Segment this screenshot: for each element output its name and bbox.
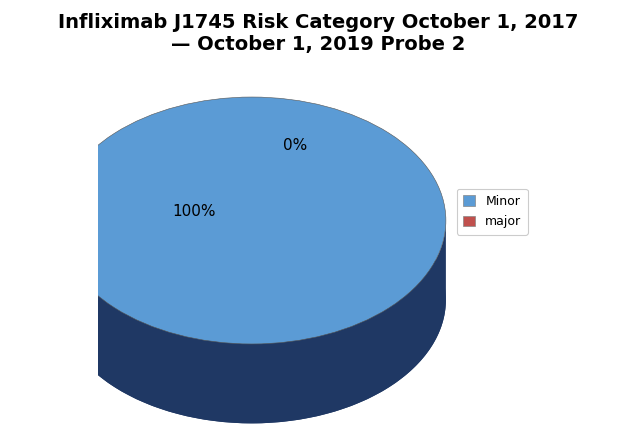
Polygon shape bbox=[58, 220, 446, 423]
Ellipse shape bbox=[58, 97, 446, 344]
Legend: Minor, major: Minor, major bbox=[457, 189, 528, 235]
Text: 0%: 0% bbox=[283, 138, 307, 153]
Text: 100%: 100% bbox=[173, 204, 216, 219]
Text: Infliximab J1745 Risk Category October 1, 2017
— October 1, 2019 Probe 2: Infliximab J1745 Risk Category October 1… bbox=[58, 13, 578, 54]
Ellipse shape bbox=[58, 176, 446, 423]
